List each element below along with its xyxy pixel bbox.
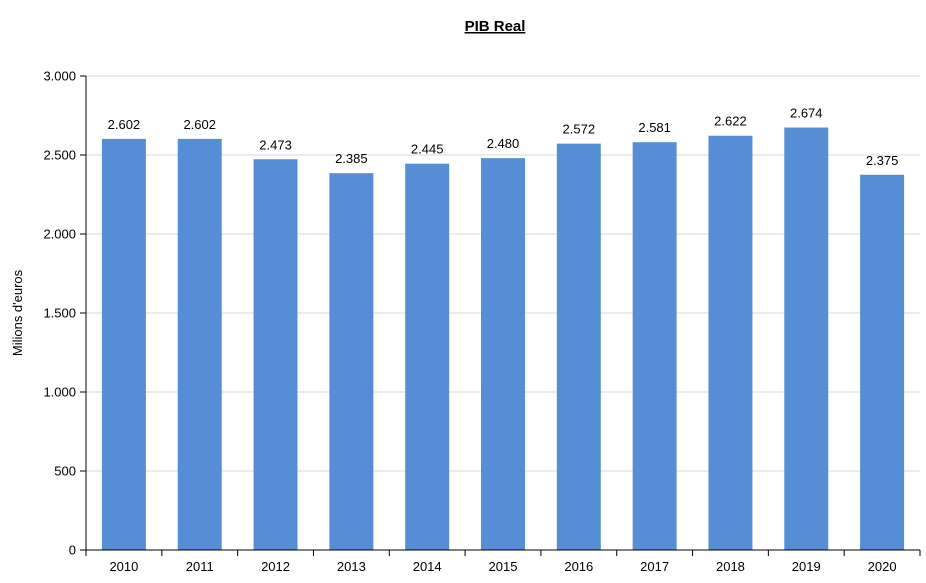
bar (708, 135, 753, 550)
bar (784, 127, 829, 551)
x-tick-label: 2013 (337, 559, 366, 574)
bar (405, 163, 450, 550)
bar-value-label: 2.480 (487, 136, 520, 151)
x-tick-label: 2016 (564, 559, 593, 574)
bar (632, 142, 677, 550)
bar-value-label: 2.445 (411, 142, 444, 157)
data-labels: 2.602 2.602 2.473 2.385 2.445 2.480 2.572 2.581… (108, 106, 899, 168)
bar-value-label: 2.622 (714, 114, 747, 129)
x-tick-label: 2011 (186, 559, 214, 574)
bar (177, 138, 222, 550)
bars (101, 127, 905, 551)
chart-title: PIB Real (465, 18, 526, 35)
bar-value-label: 2.581 (638, 120, 671, 135)
x-tick-label: 2020 (868, 559, 897, 574)
bar-value-label: 2.473 (259, 137, 292, 152)
x-tick-label: 2018 (716, 559, 745, 574)
bar (101, 138, 146, 550)
y-axis-title: Milions d'euros (10, 269, 25, 356)
y-tick-label: 2.000 (43, 227, 76, 242)
bar (556, 143, 601, 550)
x-tick-label: 2014 (413, 559, 442, 574)
bar-value-label: 2.375 (866, 153, 899, 168)
x-tick-label: 2019 (792, 559, 821, 574)
bar-value-label: 2.602 (183, 117, 216, 132)
bar (860, 174, 905, 550)
y-tick-label: 0 (69, 543, 76, 558)
y-tick-label: 1.000 (43, 385, 76, 400)
y-tick-label: 2.500 (43, 148, 76, 163)
x-tick-label: 2015 (489, 559, 518, 574)
x-tick-label: 2010 (109, 559, 138, 574)
bar (253, 159, 298, 551)
bar-value-label: 2.602 (108, 117, 141, 132)
bar-value-label: 2.572 (563, 122, 596, 137)
y-tick-label: 1.500 (43, 306, 76, 321)
y-tick-label: 500 (54, 464, 76, 479)
x-tick-label: 2012 (261, 559, 290, 574)
bar-value-label: 2.674 (790, 106, 823, 121)
bar (481, 158, 525, 550)
bar (329, 173, 374, 551)
axes: 0 500 1.000 1.500 2.000 2.500 3.000 2010 2011 201… (43, 69, 921, 574)
x-tick-label: 2017 (640, 559, 669, 574)
bar-value-label: 2.385 (335, 151, 368, 166)
y-tick-label: 3.000 (43, 69, 76, 84)
